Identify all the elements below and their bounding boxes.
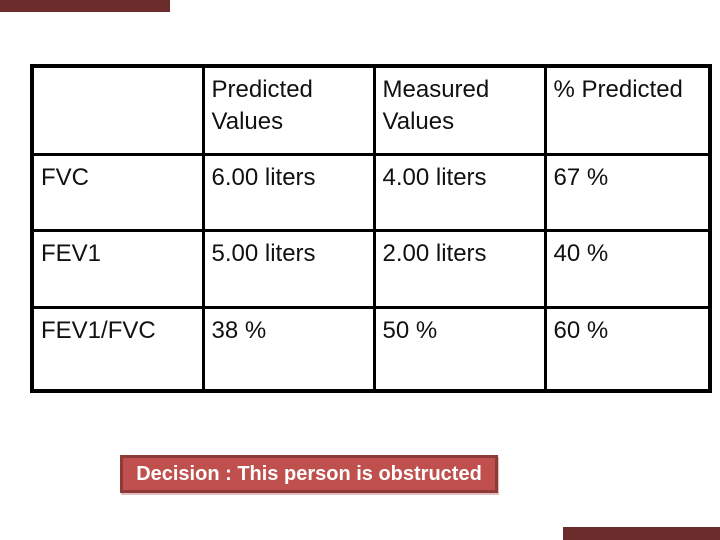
row-label-fvc: FVC (30, 152, 205, 232)
header-measured-values: Measured Values (372, 64, 547, 156)
cell-fev1-measured: 2.00 liters (372, 228, 547, 309)
table-header-row: Predicted Values Measured Values % Predi… (30, 64, 712, 156)
cell-fev1-predicted: 5.00 liters (201, 228, 376, 309)
cell-ratio-percent: 60 % (543, 305, 712, 393)
table-row-fev1-fvc: FEV1/FVC 38 % 50 % 60 % (30, 305, 712, 393)
cell-ratio-measured: 50 % (372, 305, 547, 393)
header-predicted-values: Predicted Values (201, 64, 376, 156)
top-left-accent-bar (0, 0, 170, 12)
cell-fvc-percent: 67 % (543, 152, 712, 232)
cell-ratio-predicted: 38 % (201, 305, 376, 393)
decision-text: Decision : This person is obstructed (136, 462, 482, 485)
cell-fev1-percent: 40 % (543, 228, 712, 309)
cell-fvc-predicted: 6.00 liters (201, 152, 376, 232)
bottom-right-accent-bar (563, 527, 720, 540)
table-row-fev1: FEV1 5.00 liters 2.00 liters 40 % (30, 228, 712, 309)
row-label-fev1-fvc: FEV1/FVC (30, 305, 205, 393)
decision-banner: Decision : This person is obstructed (120, 455, 498, 493)
header-percent-predicted: % Predicted (543, 64, 712, 156)
cell-fvc-measured: 4.00 liters (372, 152, 547, 232)
spirometry-table: Predicted Values Measured Values % Predi… (30, 64, 712, 393)
header-corner-cell (30, 64, 205, 156)
table-row-fvc: FVC 6.00 liters 4.00 liters 67 % (30, 152, 712, 232)
row-label-fev1: FEV1 (30, 228, 205, 309)
